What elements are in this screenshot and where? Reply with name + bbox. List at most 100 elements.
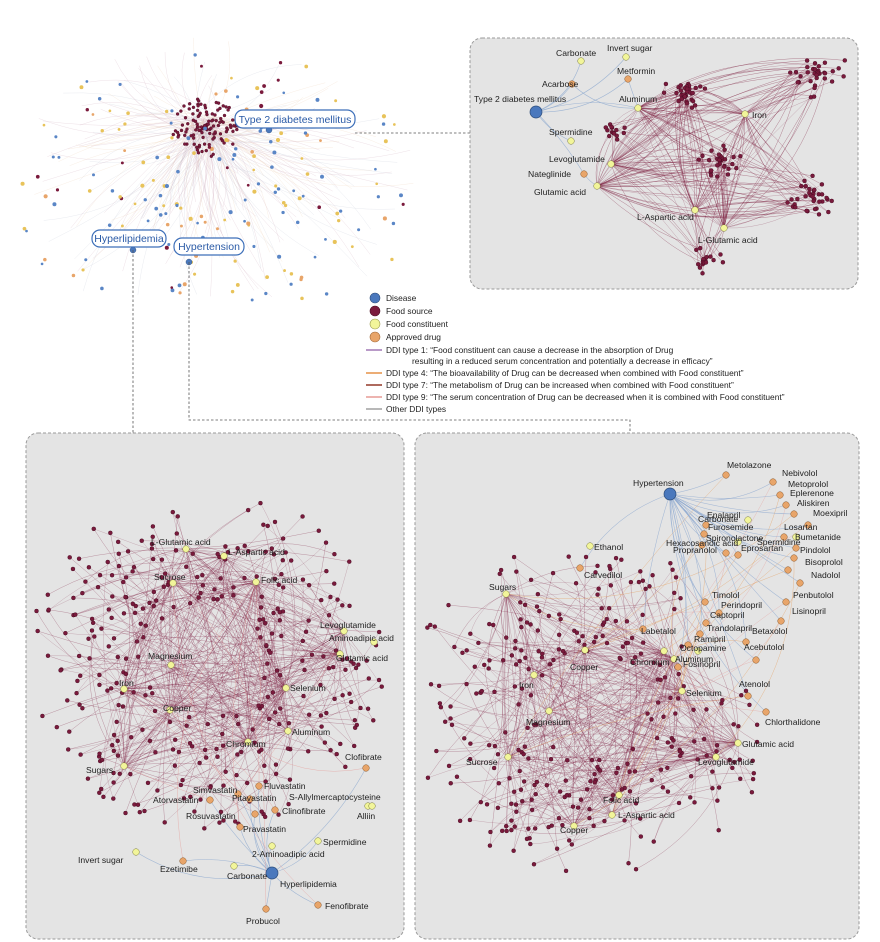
food-source-edge <box>200 741 249 800</box>
food-source-edge <box>93 528 257 583</box>
hyperlipidemia-nodes <box>120 545 378 913</box>
food-source-node <box>306 582 312 588</box>
food-source-node <box>609 797 615 802</box>
food-source-node <box>66 747 71 752</box>
food-source-edge <box>694 185 806 211</box>
overview-edge <box>100 113 203 132</box>
food-source-node <box>603 125 608 130</box>
overview-node <box>52 202 57 207</box>
ddi-edge <box>663 481 774 652</box>
legend-ddi9-label: DDI type 9: “The serum concentration of … <box>386 392 785 402</box>
food-source-edge <box>596 158 718 187</box>
food-source-node <box>630 660 635 665</box>
overview-node <box>164 245 169 250</box>
food-source-node <box>277 673 283 678</box>
food-source-edge <box>217 653 341 757</box>
food-source-edge <box>572 658 621 827</box>
food-source-edge <box>624 105 746 128</box>
food-source-edge <box>610 162 813 177</box>
food-source-edge <box>169 709 355 721</box>
overview-node <box>123 122 127 126</box>
food-source-node <box>197 760 202 766</box>
food-source-node <box>139 538 144 543</box>
constituent-node-invert-sugar <box>132 848 140 856</box>
food-source-node <box>567 838 572 843</box>
drug-node-bumetanide <box>792 544 800 552</box>
overview-node <box>315 97 320 102</box>
food-source-node <box>829 198 834 204</box>
food-source-node <box>731 722 736 727</box>
overview-node <box>158 213 163 217</box>
constituent-node-aluminum <box>670 655 678 663</box>
food-source-node <box>265 661 270 666</box>
drug-node-ezetimibe <box>179 857 187 865</box>
label-copper-2: Copper <box>560 825 588 835</box>
constituent-node-magnesium <box>545 707 553 715</box>
food-source-node <box>524 620 530 625</box>
label-copper: Copper <box>163 703 191 713</box>
overview-edge <box>76 125 192 150</box>
food-source-edge <box>505 593 671 699</box>
label-invert-sugar: Invert sugar <box>607 43 653 53</box>
overview-node <box>305 172 310 176</box>
food-source-edge <box>637 107 703 157</box>
food-source-node <box>258 500 263 506</box>
food-source-node <box>300 638 306 644</box>
overview-edge <box>173 76 197 122</box>
drug-node-bisoprolol <box>784 566 792 574</box>
food-source-edge <box>123 552 286 690</box>
food-source-edge <box>448 674 535 767</box>
food-source-node <box>520 799 525 804</box>
food-source-edge <box>217 553 289 732</box>
food-source-edge <box>111 688 171 711</box>
food-source-node <box>199 102 203 106</box>
food-source-node <box>205 721 210 727</box>
food-source-node <box>140 606 146 611</box>
food-source-node <box>231 118 235 122</box>
food-source-node <box>509 827 514 833</box>
food-source-node <box>281 585 286 590</box>
food-source-edge <box>144 687 287 812</box>
food-source-node <box>795 80 800 85</box>
constituent-node-spermidine <box>792 533 800 541</box>
food-source-node <box>535 628 541 633</box>
food-source-edge <box>533 674 694 710</box>
overview-edge <box>74 138 194 260</box>
overview-edge <box>197 133 414 187</box>
label-chromium: Chromium <box>226 739 266 749</box>
food-source-node <box>738 776 743 781</box>
food-source-node <box>272 519 278 525</box>
overview-node <box>140 183 145 188</box>
food-source-node <box>448 716 453 721</box>
food-source-edge <box>99 741 249 793</box>
ddi-edge <box>715 557 795 758</box>
label-iron: Iron <box>519 680 534 690</box>
overview-edge <box>192 136 196 164</box>
food-source-node <box>121 611 127 616</box>
food-source-node <box>438 705 444 710</box>
food-source-edge <box>134 687 287 805</box>
legend-approved-drug-marker <box>369 331 381 343</box>
food-source-node <box>715 798 720 803</box>
food-source-node <box>172 763 178 768</box>
food-source-node <box>319 597 324 603</box>
food-source-node <box>716 828 721 833</box>
food-source-edge <box>237 581 265 755</box>
food-source-edge <box>131 709 171 738</box>
disease-edge <box>669 493 707 624</box>
food-source-edge <box>117 656 131 767</box>
food-source-node <box>218 120 222 124</box>
food-source-node <box>695 757 700 762</box>
overview-node <box>243 219 246 223</box>
food-source-edge <box>272 608 289 732</box>
food-source-edge <box>505 565 598 595</box>
food-source-edge <box>613 109 746 134</box>
food-source-node <box>208 131 212 136</box>
diabetes-nodes <box>529 53 749 232</box>
constituent-node-aminoadipic-acid <box>370 638 378 646</box>
overview-node <box>176 169 180 174</box>
food-source-edge <box>172 582 269 698</box>
overview-edge <box>196 117 317 177</box>
food-source-edge <box>524 658 675 747</box>
network-overview <box>20 37 414 302</box>
